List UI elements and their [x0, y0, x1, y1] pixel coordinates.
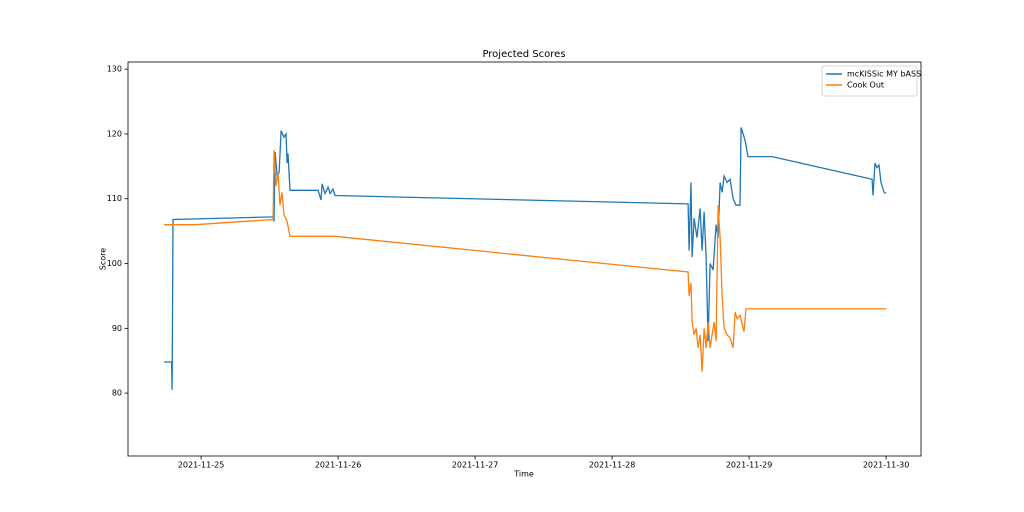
series-line	[164, 127, 887, 390]
x-tick-label: 2021-11-29	[726, 461, 773, 470]
y-axis-label: Score	[99, 248, 108, 270]
legend-box	[821, 65, 918, 97]
x-tick-label: 2021-11-30	[863, 461, 910, 470]
y-tick-label: 130	[107, 65, 122, 74]
x-tick-label: 2021-11-28	[589, 461, 636, 470]
y-tick-label: 80	[112, 389, 122, 398]
x-tick-label: 2021-11-26	[315, 461, 362, 470]
series-line	[164, 150, 887, 372]
y-tick-label: 100	[107, 259, 122, 268]
legend-label: Cook Out	[847, 81, 884, 90]
legend-label: mcKISSic MY bASS	[847, 70, 921, 79]
y-tick-label: 110	[107, 194, 122, 203]
x-axis-label: Time	[513, 470, 534, 479]
x-tick-label: 2021-11-25	[178, 461, 225, 470]
plot-frame	[127, 61, 922, 457]
chart-title: Projected Scores	[482, 49, 565, 60]
x-tick-label: 2021-11-27	[452, 461, 499, 470]
y-tick-label: 90	[112, 324, 122, 333]
y-tick-label: 120	[107, 129, 122, 138]
